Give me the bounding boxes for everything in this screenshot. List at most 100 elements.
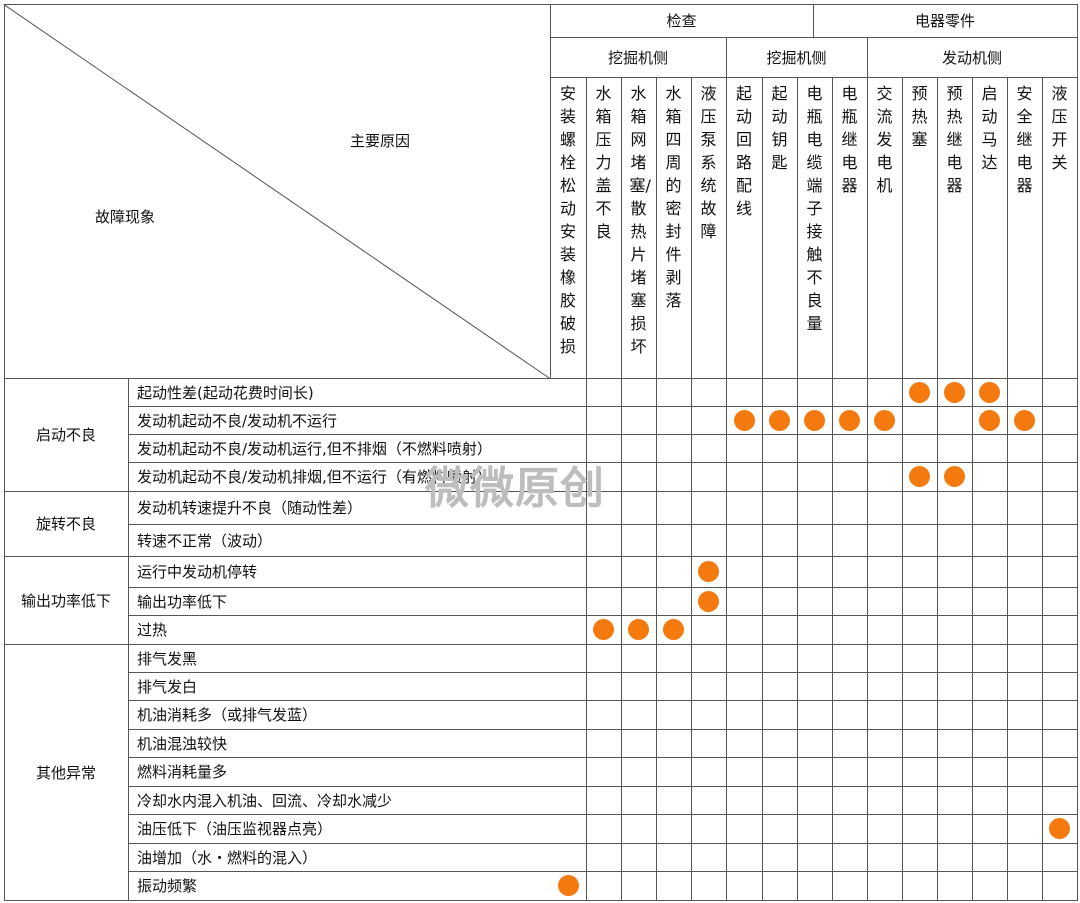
cause-mark — [698, 590, 719, 612]
grid-line — [586, 77, 587, 901]
grid-line — [128, 757, 1078, 758]
cause-mark — [944, 381, 965, 403]
watermark: 微微原创 — [425, 463, 605, 514]
symptom-label: 起动性差(起动花费时间长) — [137, 383, 314, 402]
cause-mark — [733, 409, 755, 431]
cause-mark — [593, 619, 614, 640]
column-header: 液压开关 — [1051, 84, 1068, 172]
cause-mark — [628, 619, 649, 640]
grid-line — [128, 615, 1078, 616]
grid-line — [726, 37, 727, 78]
symptom-label: 运行中发动机停转 — [137, 563, 258, 581]
cause-mark — [698, 561, 719, 582]
column-header: 水箱压力盖不良 — [595, 84, 612, 241]
grid-line — [128, 729, 1078, 730]
symptom-label: 排气发黑 — [137, 649, 198, 668]
cause-mark — [874, 409, 895, 431]
column-header: 安全继电器 — [1016, 84, 1033, 195]
cause-mark — [1014, 409, 1035, 431]
cause-mark — [769, 409, 790, 431]
symptom-label: 油增加（水・燃料的混入） — [137, 848, 318, 867]
header-subgroup: 挖掘机侧 — [766, 48, 827, 67]
symptom-label: 燃料消耗量多 — [137, 763, 228, 781]
header-group: 电器零件 — [914, 12, 975, 30]
grid-line — [902, 77, 903, 901]
grid-line — [128, 786, 1078, 787]
column-header: 启动马达 — [981, 84, 998, 172]
col-axis-label: 主要原因 — [349, 131, 410, 150]
category-label: 启动不良 — [35, 426, 96, 444]
diagonal-line — [3, 4, 550, 379]
column-header: 交流发电机 — [876, 84, 893, 195]
grid-line — [656, 77, 657, 901]
grid-line — [691, 77, 692, 901]
category-label: 旋转不良 — [35, 515, 96, 533]
grid-line — [128, 434, 1078, 435]
symptom-label: 发动机起动不良/发动机排烟,但不运行（有燃料喷射） — [137, 468, 492, 486]
category-label: 输出功率低下 — [20, 591, 111, 610]
grid-line — [128, 672, 1078, 673]
column-header: 水箱四周的密封件剥落 — [665, 84, 682, 310]
symptom-label: 排气发白 — [137, 677, 198, 696]
grid-line — [4, 378, 1078, 379]
grid-line — [867, 77, 868, 901]
grid-line — [4, 900, 1078, 901]
grid-line — [1042, 77, 1043, 901]
cause-mark — [1049, 818, 1070, 839]
cause-mark — [979, 381, 1000, 403]
cause-mark — [944, 466, 965, 487]
grid-line — [4, 644, 129, 645]
grid-line — [1007, 77, 1008, 901]
grid-line — [550, 37, 1078, 38]
grid-line — [797, 77, 798, 901]
grid-line — [726, 77, 727, 901]
cause-mark — [557, 875, 579, 896]
cause-mark — [909, 381, 930, 403]
symptom-label: 转速不正常（波动） — [137, 531, 273, 550]
symptom-label: 输出功率低下 — [137, 592, 228, 611]
column-header: 电瓶继电器 — [841, 84, 858, 195]
grid-line — [128, 814, 1078, 815]
grid-line — [128, 587, 1078, 588]
grid-line — [128, 491, 1078, 492]
column-header: 起动回路配线 — [735, 84, 752, 218]
grid-line — [128, 556, 1078, 557]
symptom-label: 机油混浊较快 — [137, 734, 228, 753]
grid-line — [832, 77, 833, 901]
symptom-label: 油压低下（油压监视器点亮） — [137, 820, 333, 838]
grid-line — [128, 700, 1078, 701]
grid-line — [867, 37, 868, 78]
symptom-label: 振动频繁 — [137, 877, 198, 895]
grid-line — [762, 77, 763, 901]
row-axis-label: 故障现象 — [94, 207, 155, 226]
cause-mark — [979, 409, 1000, 431]
column-header: 起动钥匙 — [771, 84, 788, 172]
grid-line — [4, 4, 1078, 5]
symptom-label: 过热 — [137, 621, 168, 639]
symptom-label: 机油消耗多（或排气发蓝） — [137, 706, 318, 724]
column-header: 安装螺栓松动 安装橡胶破损 — [559, 84, 582, 356]
column-header: 预热塞 — [911, 84, 928, 149]
cause-mark — [804, 409, 825, 431]
grid-line — [550, 77, 1078, 78]
cause-mark — [663, 619, 684, 640]
grid-line — [550, 4, 551, 379]
symptom-label: 发动机起动不良/发动机不运行 — [137, 411, 338, 430]
column-header: 预热继电器 — [946, 84, 963, 195]
grid-line — [128, 378, 129, 901]
header-subgroup: 发动机侧 — [941, 48, 1002, 67]
symptom-label: 冷却水内混入机油、回流、冷却水减少 — [137, 791, 393, 810]
grid-line — [4, 491, 129, 492]
grid-line — [128, 462, 1078, 463]
grid-line — [1077, 4, 1078, 901]
grid-line — [128, 871, 1078, 872]
symptom-label: 发动机转速提升不良（随动性差） — [137, 499, 363, 517]
column-header: 水箱网堵塞/散热片堵塞 损坏 — [629, 84, 652, 356]
grid-line — [128, 644, 1078, 645]
symptom-label: 发动机起动不良/发动机运行,但不排烟（不燃料喷射） — [137, 439, 492, 458]
grid-line — [4, 4, 5, 901]
grid-line — [813, 4, 814, 38]
grid-line — [972, 77, 973, 901]
category-label: 其他异常 — [35, 763, 96, 782]
cause-mark — [839, 409, 860, 431]
